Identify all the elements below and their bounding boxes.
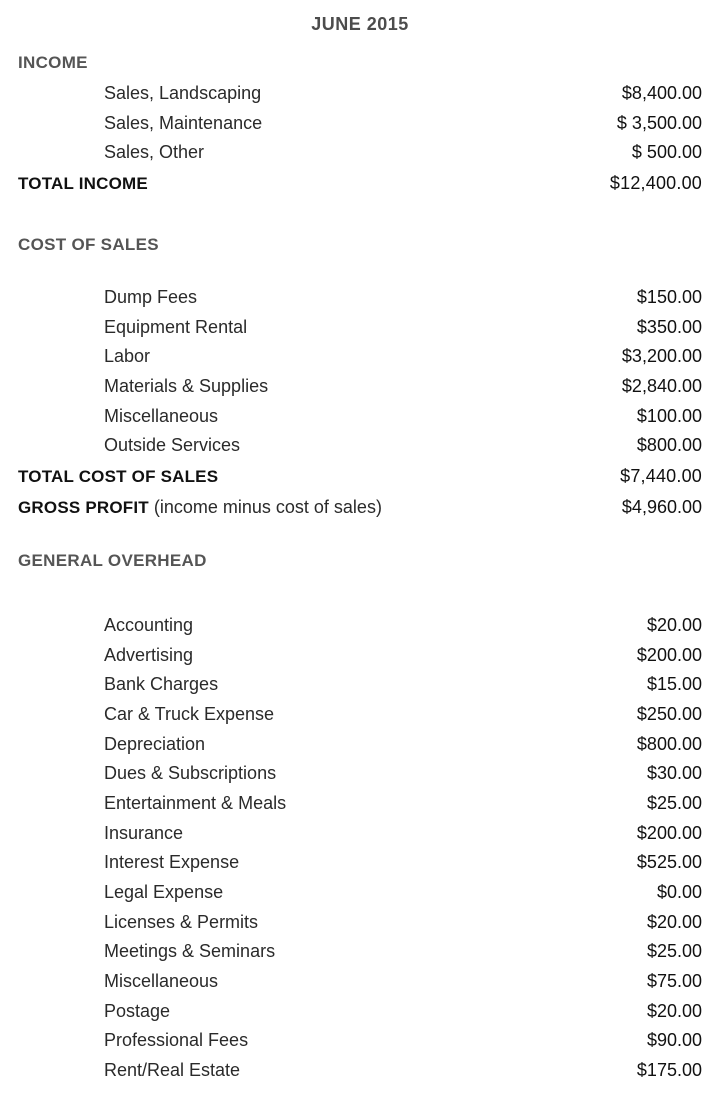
- line-item-value: $20.00: [647, 908, 702, 938]
- line-item-label: Materials & Supplies: [18, 372, 268, 402]
- line-item-label: Postage: [18, 997, 170, 1027]
- line-item-label: Miscellaneous: [18, 967, 218, 997]
- line-item: Licenses & Permits $20.00: [18, 908, 702, 938]
- line-item-label: Advertising: [18, 641, 193, 671]
- overhead-items: Accounting $20.00 Advertising $200.00 Ba…: [18, 611, 702, 1086]
- line-item-value: $75.00: [647, 967, 702, 997]
- line-item: Equipment Rental $350.00: [18, 313, 702, 343]
- line-item-value: $100.00: [637, 402, 702, 432]
- overhead-heading: GENERAL OVERHEAD: [18, 551, 702, 571]
- line-item-value: $20.00: [647, 997, 702, 1027]
- line-item: Accounting $20.00: [18, 611, 702, 641]
- gross-profit-label-bold: GROSS PROFIT: [18, 498, 149, 517]
- line-item: Materials & Supplies $2,840.00: [18, 372, 702, 402]
- line-item: Depreciation $800.00: [18, 730, 702, 760]
- line-item-value: $800.00: [637, 431, 702, 461]
- line-item: Car & Truck Expense $250.00: [18, 700, 702, 730]
- total-cost-of-sales-value: $7,440.00: [620, 461, 702, 492]
- line-item: Labor $3,200.00: [18, 342, 702, 372]
- line-item: Miscellaneous $100.00: [18, 402, 702, 432]
- line-item-label: Bank Charges: [18, 670, 218, 700]
- cost-of-sales-heading: COST OF SALES: [18, 235, 702, 255]
- line-item-value: $ 3,500.00: [617, 109, 702, 139]
- line-item-value: $3,200.00: [622, 342, 702, 372]
- line-item-value: $ 500.00: [632, 138, 702, 168]
- line-item-value: $250.00: [637, 700, 702, 730]
- line-item: Advertising $200.00: [18, 641, 702, 671]
- line-item-label: Sales, Landscaping: [18, 79, 261, 109]
- line-item-value: $200.00: [637, 641, 702, 671]
- gross-profit-value: $4,960.00: [622, 492, 702, 523]
- line-item-value: $90.00: [647, 1026, 702, 1056]
- total-cost-of-sales-row: TOTAL COST OF SALES $7,440.00: [18, 461, 702, 492]
- line-item: Dues & Subscriptions $30.00: [18, 759, 702, 789]
- line-item: Interest Expense $525.00: [18, 848, 702, 878]
- line-item-label: Insurance: [18, 819, 183, 849]
- total-income-value: $12,400.00: [610, 168, 702, 199]
- line-item-label: Legal Expense: [18, 878, 223, 908]
- line-item-value: $20.00: [647, 611, 702, 641]
- line-item-label: Depreciation: [18, 730, 205, 760]
- line-item-value: $200.00: [637, 819, 702, 849]
- gross-profit-label: GROSS PROFIT (income minus cost of sales…: [18, 492, 382, 523]
- total-income-label: TOTAL INCOME: [18, 170, 148, 199]
- line-item-value: $525.00: [637, 848, 702, 878]
- line-item-value: $30.00: [647, 759, 702, 789]
- line-item-value: $350.00: [637, 313, 702, 343]
- line-item: Dump Fees $150.00: [18, 283, 702, 313]
- line-item-value: $8,400.00: [622, 79, 702, 109]
- line-item-label: Car & Truck Expense: [18, 700, 274, 730]
- line-item-value: $15.00: [647, 670, 702, 700]
- line-item-value: $0.00: [657, 878, 702, 908]
- line-item-label: Licenses & Permits: [18, 908, 258, 938]
- line-item-value: $25.00: [647, 789, 702, 819]
- line-item: Legal Expense $0.00: [18, 878, 702, 908]
- line-item-value: $800.00: [637, 730, 702, 760]
- line-item-label: Interest Expense: [18, 848, 239, 878]
- line-item: Professional Fees $90.00: [18, 1026, 702, 1056]
- line-item-label: Labor: [18, 342, 150, 372]
- line-item-label: Accounting: [18, 611, 193, 641]
- line-item: Sales, Other $ 500.00: [18, 138, 702, 168]
- line-item-value: $2,840.00: [622, 372, 702, 402]
- line-item-label: Rent/Real Estate: [18, 1056, 240, 1086]
- line-item-label: Miscellaneous: [18, 402, 218, 432]
- line-item-label: Entertainment & Meals: [18, 789, 286, 819]
- line-item-label: Outside Services: [18, 431, 240, 461]
- total-cost-of-sales-label: TOTAL COST OF SALES: [18, 463, 218, 492]
- line-item-label: Dues & Subscriptions: [18, 759, 276, 789]
- line-item: Sales, Maintenance $ 3,500.00: [18, 109, 702, 139]
- line-item: Miscellaneous $75.00: [18, 967, 702, 997]
- gross-profit-label-note: (income minus cost of sales): [149, 497, 382, 517]
- line-item: Entertainment & Meals $25.00: [18, 789, 702, 819]
- income-items: Sales, Landscaping $8,400.00 Sales, Main…: [18, 79, 702, 168]
- line-item-label: Equipment Rental: [18, 313, 247, 343]
- total-income-row: TOTAL INCOME $12,400.00: [18, 168, 702, 199]
- gross-profit-row: GROSS PROFIT (income minus cost of sales…: [18, 492, 702, 523]
- line-item: Rent/Real Estate $175.00: [18, 1056, 702, 1086]
- line-item: Outside Services $800.00: [18, 431, 702, 461]
- cost-of-sales-items: Dump Fees $150.00 Equipment Rental $350.…: [18, 283, 702, 461]
- line-item-label: Sales, Other: [18, 138, 204, 168]
- income-heading: INCOME: [18, 53, 702, 73]
- line-item-value: $25.00: [647, 937, 702, 967]
- line-item-value: $175.00: [637, 1056, 702, 1086]
- page-title: JUNE 2015: [18, 14, 702, 35]
- line-item: Sales, Landscaping $8,400.00: [18, 79, 702, 109]
- line-item-label: Sales, Maintenance: [18, 109, 262, 139]
- line-item: Insurance $200.00: [18, 819, 702, 849]
- line-item-label: Dump Fees: [18, 283, 197, 313]
- line-item-value: $150.00: [637, 283, 702, 313]
- line-item-label: Professional Fees: [18, 1026, 248, 1056]
- line-item: Postage $20.00: [18, 997, 702, 1027]
- line-item: Bank Charges $15.00: [18, 670, 702, 700]
- line-item: Meetings & Seminars $25.00: [18, 937, 702, 967]
- line-item-label: Meetings & Seminars: [18, 937, 275, 967]
